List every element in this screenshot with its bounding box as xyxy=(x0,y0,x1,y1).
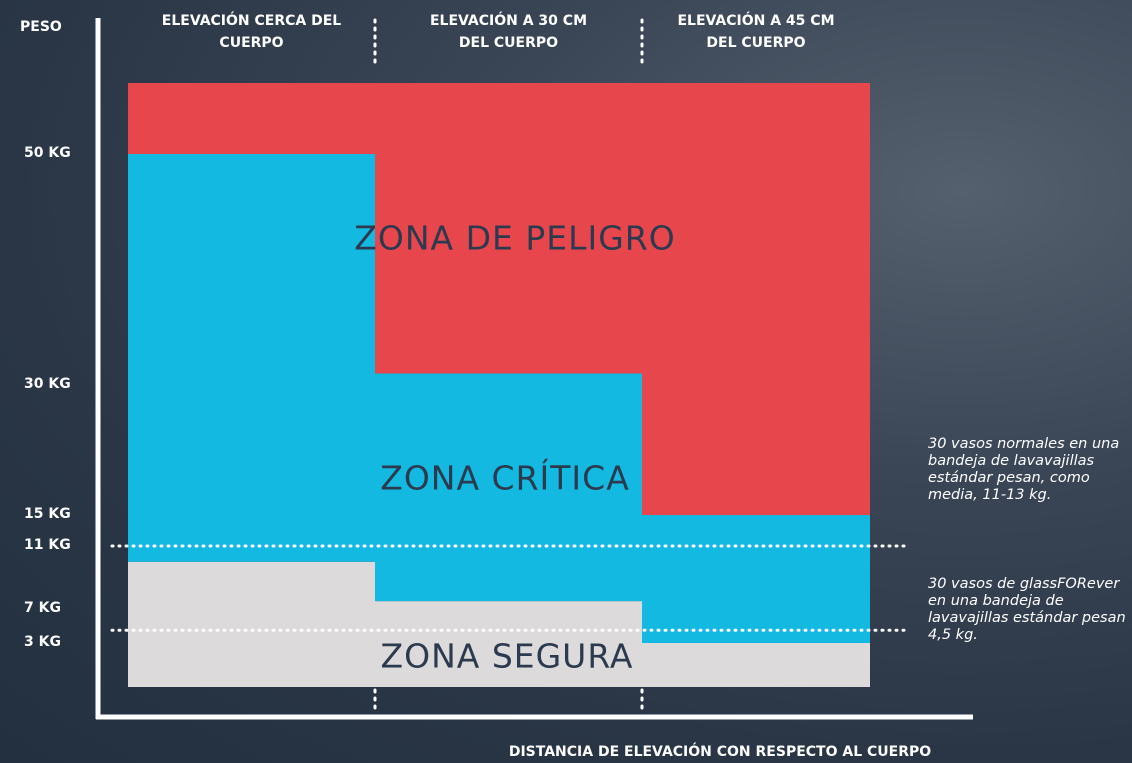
zone-segment xyxy=(642,515,870,643)
zone-segment xyxy=(128,562,376,687)
y-tick-label: 7 KG xyxy=(24,600,61,616)
zone-segment xyxy=(128,83,376,154)
y-tick-label: 15 KG xyxy=(24,506,71,522)
zone-label: ZONA SEGURA xyxy=(380,637,633,676)
zone-label: ZONA CRÍTICA xyxy=(380,459,630,498)
zone-segment xyxy=(642,643,870,687)
y-axis-label: PESO xyxy=(20,16,62,38)
category-label: ELEVACIÓN A 45 CM DEL CUERPO xyxy=(661,10,851,54)
annotation: 30 vasos normales en una bandeja de lava… xyxy=(928,436,1128,504)
y-tick-label: 30 KG xyxy=(24,376,71,392)
zone-label: ZONA DE PELIGRO xyxy=(354,219,675,258)
y-tick-label: 50 KG xyxy=(24,145,71,161)
infographic: PESO DISTANCIA DE ELEVACIÓN CON RESPECTO… xyxy=(0,0,1132,763)
y-tick-label: 11 KG xyxy=(24,537,71,553)
category-label: ELEVACIÓN A 30 CM DEL CUERPO xyxy=(414,10,604,54)
x-axis-label: DISTANCIA DE ELEVACIÓN CON RESPECTO AL C… xyxy=(420,741,1020,763)
annotation: 30 vasos de glassFORever en una bandeja … xyxy=(928,576,1128,644)
zone-segment xyxy=(128,154,376,562)
y-tick-label: 3 KG xyxy=(24,634,61,650)
zone-segment xyxy=(642,83,870,515)
category-label: ELEVACIÓN CERCA DEL CUERPO xyxy=(157,10,347,54)
